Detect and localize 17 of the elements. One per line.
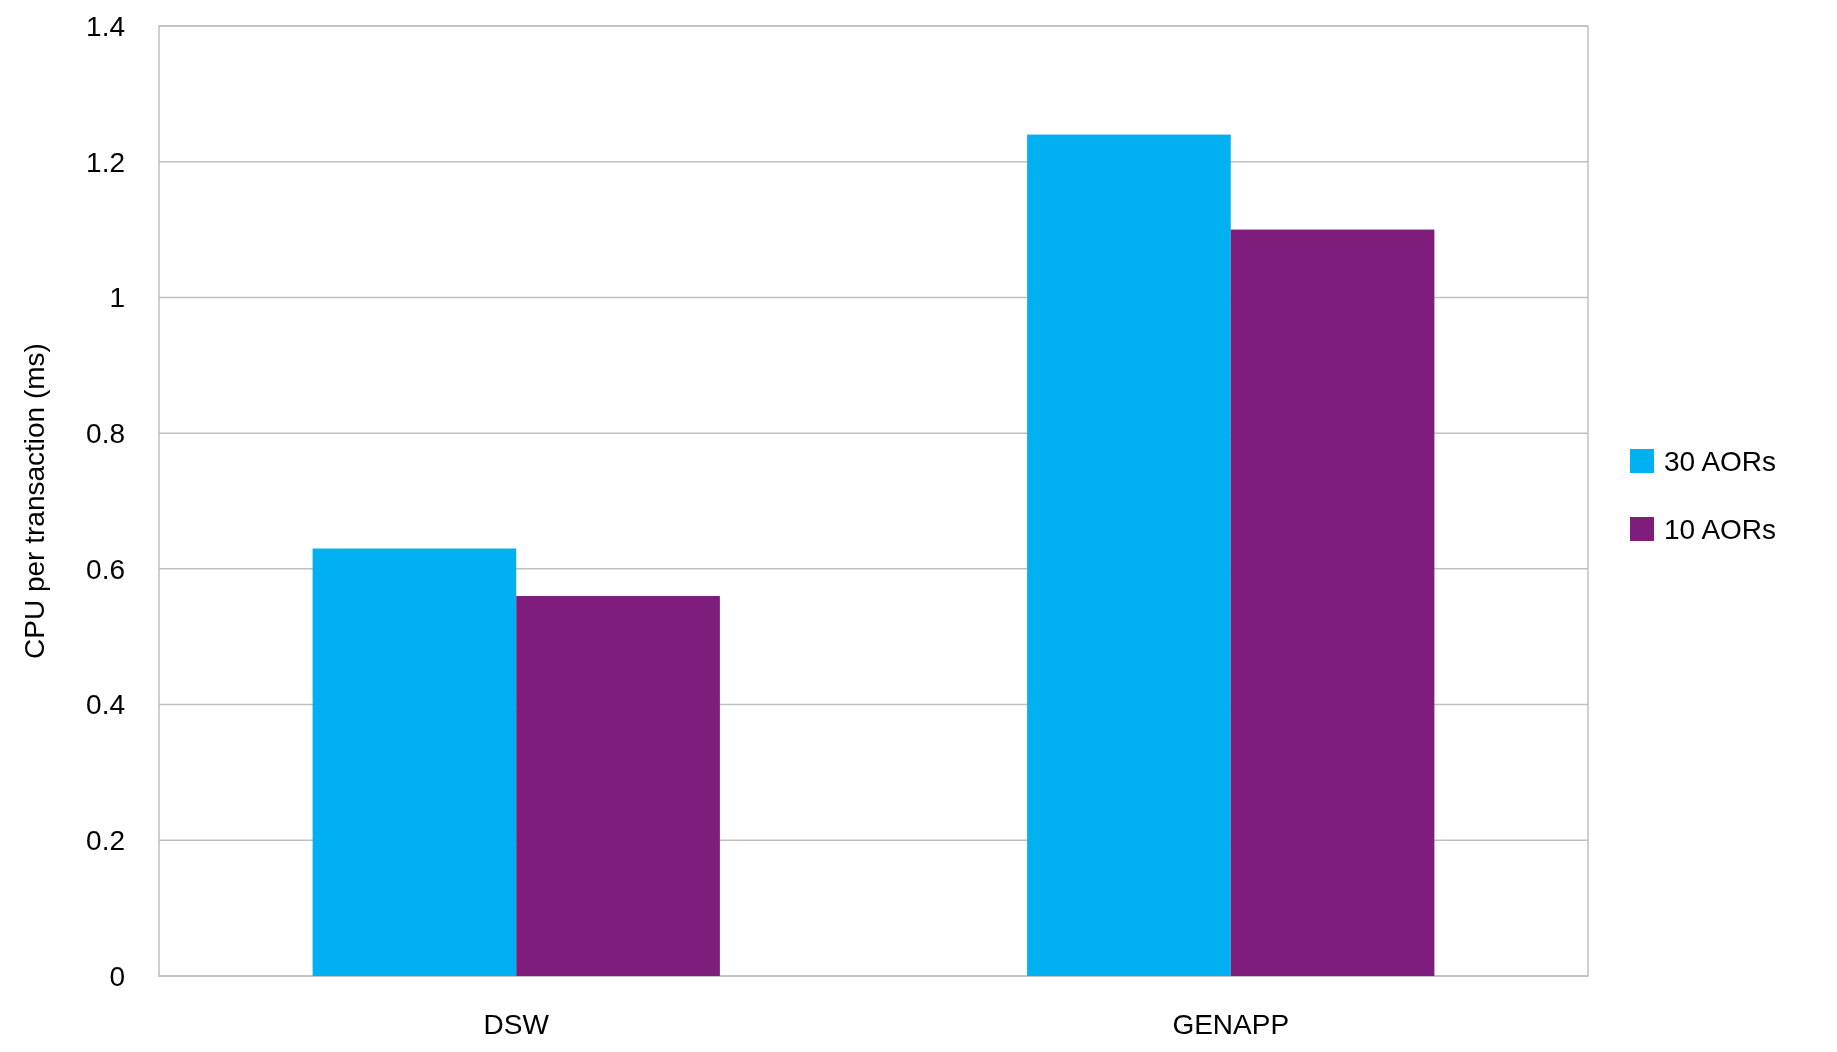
y-tick-label: 0.2 bbox=[86, 825, 125, 857]
y-tick-label: 0 bbox=[109, 960, 125, 992]
y-tick-label: 1.2 bbox=[86, 146, 125, 178]
y-tick-label: 1 bbox=[109, 282, 125, 314]
x-tick-label: DSW bbox=[483, 1009, 550, 1040]
y-tick-label: 0.8 bbox=[86, 417, 125, 449]
y-tick-label: 1.4 bbox=[86, 10, 125, 42]
bar bbox=[312, 548, 517, 976]
legend-label: 10 AORs bbox=[1664, 513, 1777, 545]
y-tick-label: 0.4 bbox=[86, 689, 125, 721]
bar bbox=[516, 596, 720, 976]
x-tick-label: GENAPP bbox=[1172, 1009, 1290, 1040]
legend-label: 30 AORs bbox=[1664, 445, 1777, 477]
y-axis-title: CPU per transaction (ms) bbox=[19, 343, 50, 659]
bar bbox=[1230, 229, 1435, 976]
bar bbox=[1027, 134, 1231, 976]
y-tick-label: 0.6 bbox=[86, 553, 125, 585]
